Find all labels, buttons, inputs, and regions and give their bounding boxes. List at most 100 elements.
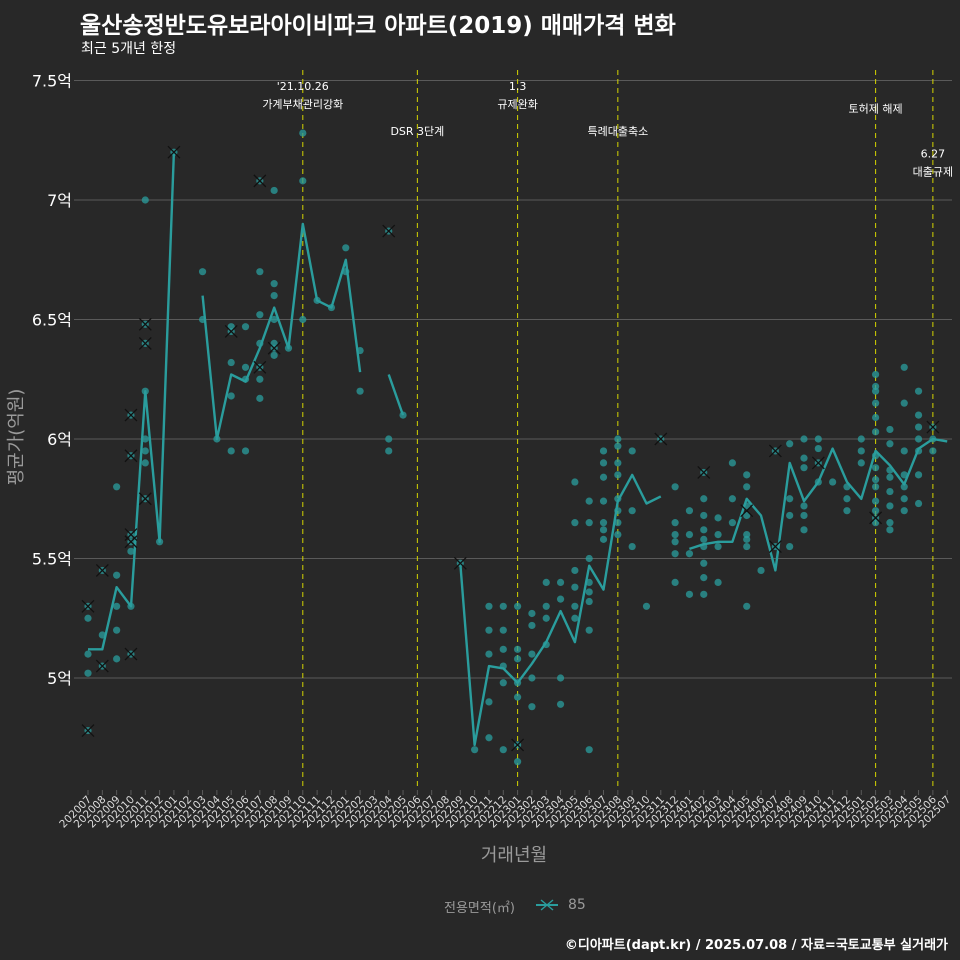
data-point bbox=[599, 526, 608, 534]
data-point bbox=[714, 531, 722, 539]
cross-marker bbox=[138, 336, 152, 350]
data-point bbox=[256, 375, 264, 383]
data-point bbox=[585, 588, 593, 596]
data-point bbox=[914, 471, 923, 479]
data-point bbox=[914, 435, 923, 443]
data-point bbox=[599, 447, 608, 455]
data-point bbox=[900, 363, 908, 371]
cross-marker bbox=[124, 449, 138, 463]
data-point bbox=[800, 502, 808, 510]
x-axis-title: 거래년월 bbox=[481, 845, 547, 866]
x-axis: 2020072020082020092020102020112020122021… bbox=[57, 790, 953, 830]
event-label: '21.10.26 bbox=[277, 80, 329, 93]
source-credit: ©디아파트(dapt.kr) / 2025.07.08 / 자료=국토교통부 실… bbox=[564, 938, 948, 953]
data-point bbox=[628, 542, 636, 551]
data-point bbox=[141, 196, 149, 204]
data-point bbox=[857, 459, 865, 467]
data-point bbox=[514, 758, 522, 766]
data-point bbox=[270, 292, 278, 300]
data-point bbox=[728, 519, 737, 527]
data-point bbox=[270, 280, 278, 288]
event-label: 6.27 bbox=[921, 148, 946, 161]
data-point bbox=[84, 650, 92, 658]
data-point bbox=[914, 411, 923, 419]
data-point bbox=[585, 626, 593, 634]
data-point bbox=[786, 440, 794, 448]
data-point bbox=[571, 519, 579, 527]
chart-subtitle: 최근 5개년 한정 bbox=[81, 41, 177, 57]
data-point bbox=[743, 535, 751, 543]
event-label: 대출규제 bbox=[913, 166, 953, 179]
data-point bbox=[256, 268, 264, 276]
data-point bbox=[571, 614, 579, 622]
data-point bbox=[671, 531, 679, 539]
data-point bbox=[485, 650, 493, 658]
data-point bbox=[872, 497, 880, 505]
cross-marker bbox=[81, 724, 95, 738]
data-point bbox=[671, 550, 679, 558]
cross-marker bbox=[167, 145, 181, 159]
cross-marker bbox=[511, 738, 525, 752]
data-point bbox=[256, 394, 264, 402]
data-point bbox=[671, 578, 679, 587]
data-point bbox=[571, 566, 579, 575]
data-point bbox=[614, 435, 622, 443]
event-label: 가계부채관리강화 bbox=[262, 98, 343, 111]
y-axis-title: 평균가(억원) bbox=[6, 389, 27, 486]
data-point bbox=[299, 315, 307, 324]
cross-marker bbox=[81, 599, 95, 613]
data-point bbox=[872, 428, 880, 436]
event-label: 특례대출축소 bbox=[587, 125, 648, 138]
data-point bbox=[485, 734, 493, 742]
data-point bbox=[786, 542, 794, 551]
data-point bbox=[743, 471, 751, 479]
data-point bbox=[514, 602, 522, 610]
data-point bbox=[471, 746, 479, 754]
data-point bbox=[814, 435, 822, 443]
cross-marker bbox=[654, 432, 668, 446]
data-point bbox=[786, 511, 794, 520]
data-point bbox=[113, 602, 121, 610]
data-point bbox=[485, 698, 493, 706]
cross-marker bbox=[124, 647, 138, 661]
data-point bbox=[685, 507, 694, 515]
series-line-85 bbox=[201, 222, 362, 441]
data-point bbox=[141, 459, 149, 467]
data-point bbox=[571, 602, 579, 610]
data-point bbox=[528, 621, 536, 630]
data-point bbox=[485, 626, 493, 634]
cross-marker bbox=[95, 563, 109, 577]
data-point bbox=[84, 614, 92, 622]
data-point bbox=[614, 459, 622, 467]
data-point bbox=[914, 387, 923, 395]
legend-label-85: 85 bbox=[568, 897, 586, 913]
cross-marker bbox=[224, 324, 238, 338]
cross-marker bbox=[124, 408, 138, 422]
data-point bbox=[556, 674, 565, 682]
data-point bbox=[113, 571, 121, 579]
data-point bbox=[886, 487, 894, 496]
data-point bbox=[499, 679, 507, 687]
chart-title: 울산송정반도유보라아이비파크 아파트(2019) 매매가격 변화 bbox=[80, 13, 676, 39]
cross-marker bbox=[926, 420, 940, 434]
data-point bbox=[599, 497, 608, 505]
data-point bbox=[900, 447, 908, 455]
data-point bbox=[671, 519, 679, 527]
data-point bbox=[299, 177, 307, 185]
data-point bbox=[700, 535, 708, 543]
data-point bbox=[270, 186, 278, 195]
y-tick-label: 7억 bbox=[47, 191, 72, 210]
series-line-85 bbox=[459, 473, 662, 747]
data-point bbox=[872, 413, 880, 422]
data-point bbox=[270, 315, 278, 324]
cross-marker bbox=[811, 456, 825, 470]
data-point bbox=[571, 478, 579, 486]
data-point bbox=[241, 323, 250, 331]
cross-marker bbox=[768, 540, 782, 554]
y-tick-label: 6.5억 bbox=[32, 311, 72, 330]
data-point bbox=[886, 440, 894, 448]
data-point bbox=[900, 483, 908, 491]
data-point bbox=[599, 519, 608, 527]
y-tick-label: 6억 bbox=[47, 430, 72, 449]
